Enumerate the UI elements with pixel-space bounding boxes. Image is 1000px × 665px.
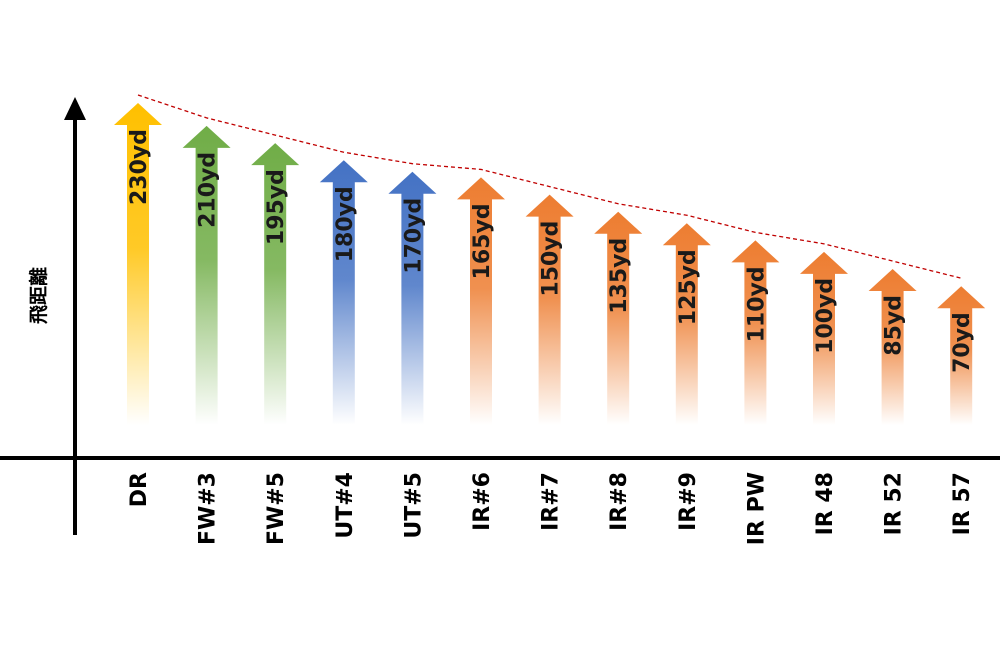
value-label-9: 110yd — [744, 266, 769, 342]
bar-arrow-7 — [594, 211, 643, 425]
trend-line — [137, 94, 962, 279]
value-label-12: 70yd — [950, 312, 975, 373]
bar-arrow-11 — [868, 269, 917, 425]
bar-arrow-0 — [114, 103, 162, 425]
x-tick-label-10: IR 48 — [813, 472, 838, 535]
x-tick-label-12: IR 57 — [950, 472, 975, 535]
bar-arrow-3 — [319, 160, 368, 425]
x-tick-label-5: IR#6 — [470, 472, 495, 531]
bar-arrow-12 — [937, 286, 986, 425]
x-tick-label-7: IR#8 — [607, 472, 632, 531]
x-tick-label-0: DR — [127, 472, 152, 507]
bar-arrow-8 — [662, 223, 711, 425]
x-tick-label-8: IR#9 — [676, 472, 701, 531]
value-label-2: 195yd — [264, 169, 289, 245]
bar-arrow-1 — [182, 125, 231, 426]
value-label-8: 125yd — [676, 249, 701, 325]
x-tick-label-11: IR 52 — [882, 472, 907, 535]
value-label-4: 170yd — [401, 198, 426, 274]
value-label-3: 180yd — [333, 186, 358, 262]
bar-arrow-10 — [800, 251, 848, 425]
value-label-1: 210yd — [196, 152, 221, 228]
bar-arrow-4 — [388, 171, 437, 425]
value-label-11: 85yd — [882, 295, 907, 356]
bar-arrow-2 — [251, 143, 300, 425]
bar-arrow-9 — [731, 240, 780, 425]
value-label-5: 165yd — [470, 203, 495, 279]
bar-arrow-5 — [457, 177, 505, 425]
x-tick-label-1: FW#3 — [196, 472, 221, 545]
x-tick-label-3: UT#4 — [333, 472, 358, 539]
x-tick-label-9: IR PW — [744, 472, 769, 545]
value-label-10: 100yd — [813, 278, 838, 354]
bar-arrow-6 — [525, 194, 574, 425]
value-label-0: 230yd — [127, 129, 152, 205]
value-label-7: 135yd — [607, 238, 632, 314]
x-tick-label-6: IR#7 — [539, 472, 564, 531]
x-tick-label-2: FW#5 — [264, 472, 289, 545]
x-tick-label-4: UT#5 — [401, 472, 426, 539]
value-label-6: 150yd — [539, 221, 564, 297]
y-axis-arrow-icon — [64, 97, 86, 120]
